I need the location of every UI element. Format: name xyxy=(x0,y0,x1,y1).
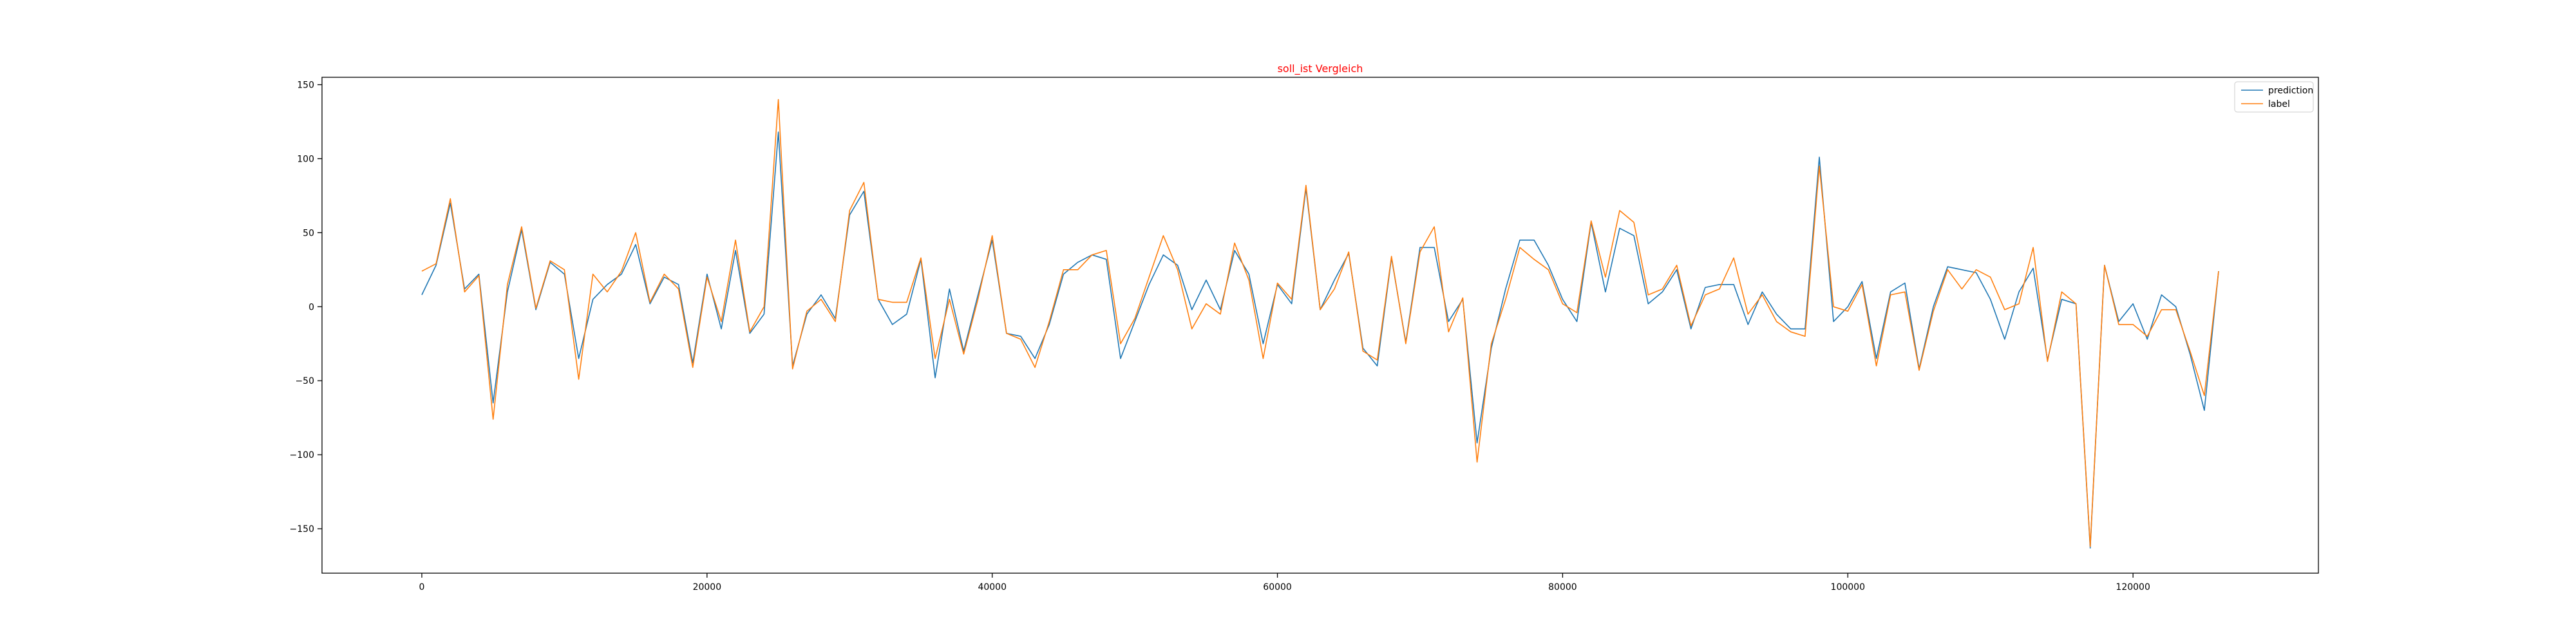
x-tick-label: 80000 xyxy=(1548,582,1577,592)
y-tick-label: 100 xyxy=(297,154,314,164)
y-tick-label: 50 xyxy=(303,228,314,238)
y-tick-label: 150 xyxy=(297,80,314,90)
legend-box xyxy=(2234,81,2314,113)
x-tick-label: 20000 xyxy=(693,582,722,592)
plot-frame xyxy=(321,77,2319,574)
plot-series xyxy=(421,99,2219,549)
y-tick-label: −100 xyxy=(290,450,314,460)
x-tick-label: 120000 xyxy=(2116,582,2150,592)
x-tick-label: 60000 xyxy=(1263,582,1292,592)
series-line-label xyxy=(421,99,2219,547)
chart-title: soll_ist Vergleich xyxy=(1278,62,1363,75)
x-tick-label: 0 xyxy=(419,582,425,592)
y-tick-label: −50 xyxy=(295,376,314,386)
x-tick-label: 40000 xyxy=(978,582,1007,592)
x-tick-label: 100000 xyxy=(1831,582,1865,592)
x-axis: 0 20000 40000 60000 80000 100000 120000 xyxy=(419,573,2150,592)
y-tick-label: 0 xyxy=(308,302,314,312)
y-tick-label: −150 xyxy=(290,524,314,535)
legend-label: label xyxy=(2268,99,2290,109)
legend: prediction label xyxy=(2234,81,2314,113)
legend-label: prediction xyxy=(2268,86,2313,96)
y-axis: 150 100 50 0 −50 −100 −150 xyxy=(290,80,322,535)
